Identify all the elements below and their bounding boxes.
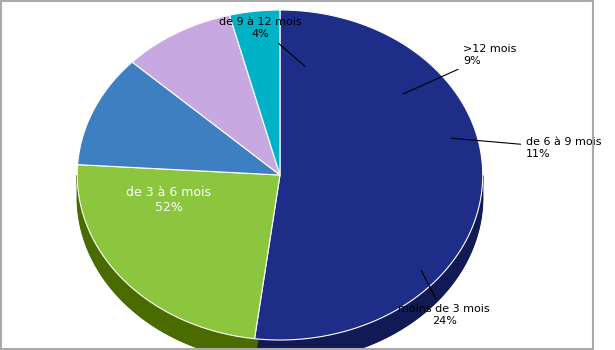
Polygon shape <box>255 175 280 350</box>
Polygon shape <box>77 175 255 350</box>
Polygon shape <box>255 175 483 350</box>
Polygon shape <box>255 10 483 340</box>
Text: de 9 à 12 mois
4%: de 9 à 12 mois 4% <box>220 17 305 66</box>
Polygon shape <box>132 15 280 175</box>
Text: de 6 à 9 mois
11%: de 6 à 9 mois 11% <box>451 137 601 159</box>
Text: moins de 3 mois
24%: moins de 3 mois 24% <box>399 271 490 326</box>
Polygon shape <box>77 164 280 339</box>
Polygon shape <box>229 10 280 175</box>
Polygon shape <box>255 175 280 350</box>
Text: de 3 à 6 mois
52%: de 3 à 6 mois 52% <box>127 186 212 214</box>
Polygon shape <box>77 62 280 175</box>
Text: >12 mois
9%: >12 mois 9% <box>403 44 517 94</box>
